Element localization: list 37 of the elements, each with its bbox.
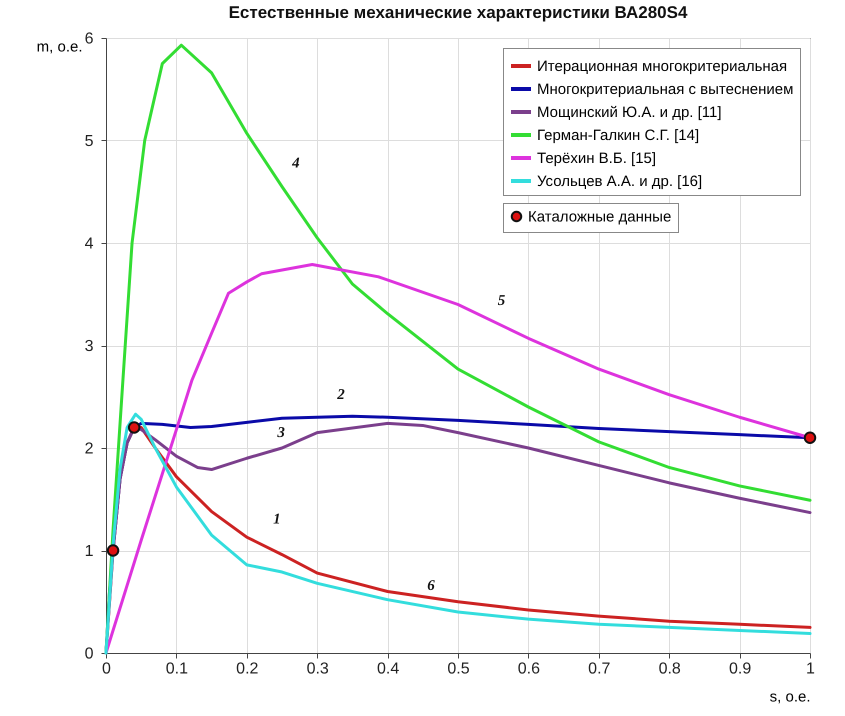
x-tick-label: 0.2 — [236, 660, 259, 678]
point — [128, 421, 140, 434]
x-tick-label: 0.7 — [588, 660, 611, 678]
x-tick-label: 0.6 — [518, 660, 540, 678]
y-axis-title: m, о.е. — [36, 38, 82, 56]
legend-label: Каталожные данные — [528, 208, 672, 226]
y-tick-label: 4 — [84, 236, 94, 252]
x-axis-title: s, о.е. — [770, 688, 810, 706]
annotation: 4 — [291, 156, 300, 172]
annotation: 1 — [273, 511, 281, 528]
legend-label: Герман-Галкин С.Г. [14] — [537, 127, 700, 144]
legend-label: Итерационная многокритериальная — [537, 58, 788, 75]
x-tick-label: 0.1 — [166, 660, 188, 678]
annotation: 6 — [427, 578, 436, 594]
y-tick-label: 5 — [84, 133, 94, 150]
legend-label: Терёхин В.Б. [15] — [537, 150, 656, 167]
x-tick-label: 0.9 — [728, 660, 752, 678]
x-tick-label: 0.8 — [658, 660, 681, 678]
y-tick-label: 1 — [84, 543, 94, 560]
x-tick-label: 0.4 — [376, 660, 400, 678]
chart-title: Естественные механические характеристики ВА280S4 — [228, 3, 688, 22]
y-tick-label: 3 — [84, 338, 94, 355]
legend-label: Мощинский Ю.А. и др. [11] — [537, 104, 722, 121]
annotation: 3 — [276, 425, 286, 442]
x-tick-label: 0 — [102, 660, 112, 678]
y-tick-label: 6 — [84, 30, 94, 48]
x-tick-label: 1 — [806, 660, 816, 678]
legend-label: Усольцев А.А. и др. [16] — [537, 173, 702, 190]
x-tick-label: 0.3 — [306, 660, 329, 678]
annotation: 2 — [336, 387, 346, 404]
point — [804, 432, 816, 444]
annotation: 5 — [498, 292, 506, 309]
x-tick-label: 0.5 — [447, 660, 470, 678]
y-tick-label: 2 — [84, 440, 94, 458]
legend-label: Многокритериальная с вытеснением — [537, 81, 794, 98]
point — [106, 544, 120, 557]
y-tick-label: 0 — [84, 646, 94, 662]
